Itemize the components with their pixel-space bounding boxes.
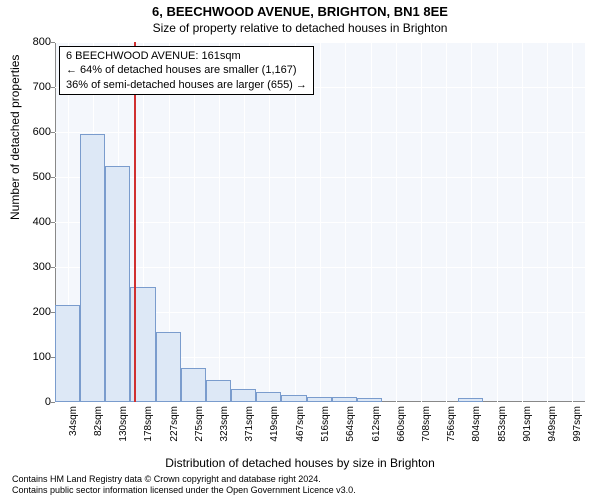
- y-tick-mark: [51, 267, 55, 268]
- y-tick-mark: [51, 222, 55, 223]
- histogram-bar: [458, 398, 483, 403]
- copyright-line-2: Contains public sector information licen…: [12, 485, 356, 496]
- chart-title: 6, BEECHWOOD AVENUE, BRIGHTON, BN1 8EE: [0, 0, 600, 19]
- gridline-vertical: [219, 42, 220, 402]
- gridline-vertical: [371, 42, 372, 402]
- annotation-box: 6 BEECHWOOD AVENUE: 161sqm← 64% of detac…: [59, 46, 314, 95]
- gridline-vertical: [522, 42, 523, 402]
- gridline-vertical: [320, 42, 321, 402]
- histogram-bar: [156, 332, 181, 402]
- gridline-vertical: [547, 42, 548, 402]
- x-tick-label: 419sqm: [269, 406, 280, 442]
- x-tick-label: 804sqm: [471, 406, 482, 442]
- annotation-line-1: 6 BEECHWOOD AVENUE: 161sqm: [66, 49, 307, 63]
- y-tick-mark: [51, 132, 55, 133]
- gridline-vertical: [345, 42, 346, 402]
- x-axis-label: Distribution of detached houses by size …: [0, 456, 600, 470]
- histogram-bar: [55, 305, 80, 402]
- gridline-vertical: [269, 42, 270, 402]
- histogram-bar: [281, 395, 306, 402]
- gridline-vertical: [572, 42, 573, 402]
- chart-container: 6, BEECHWOOD AVENUE, BRIGHTON, BN1 8EE S…: [0, 0, 600, 500]
- x-tick-label: 708sqm: [421, 406, 432, 442]
- x-tick-label: 564sqm: [345, 406, 356, 442]
- gridline-vertical: [194, 42, 195, 402]
- y-tick-label: 600: [33, 126, 51, 138]
- gridline-vertical: [446, 42, 447, 402]
- histogram-bar: [332, 397, 357, 402]
- histogram-bar: [181, 368, 206, 402]
- histogram-bar: [357, 398, 382, 403]
- gridline-vertical: [421, 42, 422, 402]
- x-tick-label: 997sqm: [572, 406, 583, 442]
- x-tick-label: 34sqm: [68, 406, 79, 436]
- annotation-line-3: 36% of semi-detached houses are larger (…: [66, 78, 307, 92]
- x-tick-label: 756sqm: [446, 406, 457, 442]
- y-tick-mark: [51, 42, 55, 43]
- histogram-bar: [206, 380, 231, 403]
- histogram-bar: [105, 166, 130, 402]
- y-tick-mark: [51, 87, 55, 88]
- gridline-horizontal: [55, 402, 585, 403]
- gridline-vertical: [497, 42, 498, 402]
- x-tick-label: 612sqm: [371, 406, 382, 442]
- histogram-bar: [231, 389, 256, 403]
- y-tick-label: 800: [33, 36, 51, 48]
- gridline-vertical: [471, 42, 472, 402]
- y-tick-label: 100: [33, 351, 51, 363]
- gridline-vertical: [244, 42, 245, 402]
- x-tick-label: 467sqm: [295, 406, 306, 442]
- x-tick-label: 275sqm: [194, 406, 205, 442]
- x-tick-label: 227sqm: [169, 406, 180, 442]
- x-tick-label: 516sqm: [320, 406, 331, 442]
- y-tick-label: 0: [45, 396, 51, 408]
- y-tick-label: 700: [33, 81, 51, 93]
- y-axis-label: Number of detached properties: [8, 55, 22, 220]
- histogram-bar: [307, 397, 332, 402]
- x-tick-label: 323sqm: [219, 406, 230, 442]
- x-tick-label: 901sqm: [522, 406, 533, 442]
- x-tick-label: 178sqm: [143, 406, 154, 442]
- y-tick-label: 500: [33, 171, 51, 183]
- x-tick-label: 82sqm: [93, 406, 104, 436]
- copyright-line-1: Contains HM Land Registry data © Crown c…: [12, 474, 356, 485]
- y-tick-mark: [51, 402, 55, 403]
- histogram-bar: [256, 392, 281, 402]
- x-tick-label: 130sqm: [118, 406, 129, 442]
- plot-area: 010020030040050060070080034sqm82sqm130sq…: [55, 42, 585, 402]
- x-tick-label: 371sqm: [244, 406, 255, 442]
- gridline-vertical: [295, 42, 296, 402]
- y-tick-label: 400: [33, 216, 51, 228]
- x-tick-label: 853sqm: [497, 406, 508, 442]
- histogram-bar: [80, 134, 105, 402]
- y-tick-label: 300: [33, 261, 51, 273]
- annotation-line-2: ← 64% of detached houses are smaller (1,…: [66, 63, 307, 77]
- y-tick-label: 200: [33, 306, 51, 318]
- copyright-notice: Contains HM Land Registry data © Crown c…: [12, 474, 356, 496]
- x-tick-label: 660sqm: [396, 406, 407, 442]
- x-tick-label: 949sqm: [547, 406, 558, 442]
- property-marker-line: [134, 42, 136, 402]
- y-tick-mark: [51, 177, 55, 178]
- gridline-vertical: [396, 42, 397, 402]
- chart-subtitle: Size of property relative to detached ho…: [0, 21, 600, 35]
